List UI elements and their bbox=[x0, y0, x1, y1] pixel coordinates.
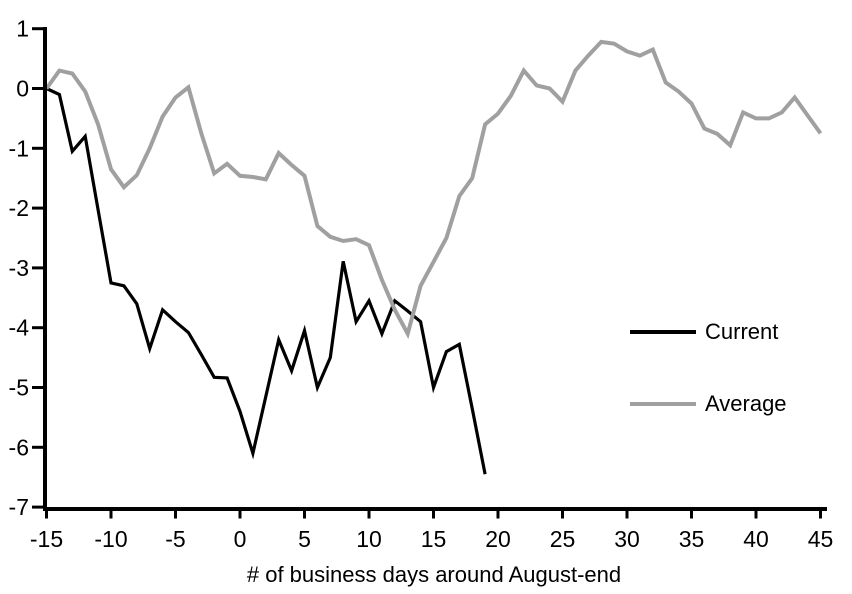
legend-label-average: Average bbox=[705, 391, 787, 416]
x-axis-label: # of business days around August-end bbox=[246, 562, 622, 587]
current-series-line bbox=[45, 87, 487, 475]
y-tick-label: -3 bbox=[9, 255, 29, 281]
y-tick-label: -4 bbox=[9, 315, 30, 341]
y-tick-label: 0 bbox=[16, 76, 29, 102]
x-tick-label: -15 bbox=[30, 526, 63, 552]
x-tick-label: 5 bbox=[298, 526, 311, 552]
legend-label-current: Current bbox=[705, 319, 779, 344]
average-series-line bbox=[44, 39, 823, 340]
x-tick-label: 30 bbox=[614, 526, 640, 552]
x-tick-label: -10 bbox=[94, 526, 127, 552]
x-tick-label: 25 bbox=[550, 526, 576, 552]
y-tick-label: -7 bbox=[9, 494, 29, 520]
y-tick-label: -2 bbox=[9, 195, 29, 221]
legend-line-average-icon bbox=[630, 402, 696, 406]
y-tick-label: -6 bbox=[9, 434, 29, 460]
legend-line-current-icon bbox=[630, 330, 696, 334]
x-tick-label: 20 bbox=[485, 526, 511, 552]
x-tick-label: 15 bbox=[421, 526, 447, 552]
legend-item-current: Current bbox=[630, 319, 779, 344]
legend-item-average: Average bbox=[630, 391, 787, 416]
x-tick-label: 0 bbox=[234, 526, 247, 552]
y-tick-label: -1 bbox=[9, 135, 29, 161]
x-tick-label: 40 bbox=[743, 526, 769, 552]
x-tick-label: 10 bbox=[356, 526, 382, 552]
x-tick-label: -5 bbox=[165, 526, 185, 552]
y-tick-label: -5 bbox=[9, 375, 29, 401]
x-tick-label: 35 bbox=[679, 526, 705, 552]
x-tick-label: 45 bbox=[808, 526, 834, 552]
y-tick-label: 1 bbox=[16, 16, 29, 42]
